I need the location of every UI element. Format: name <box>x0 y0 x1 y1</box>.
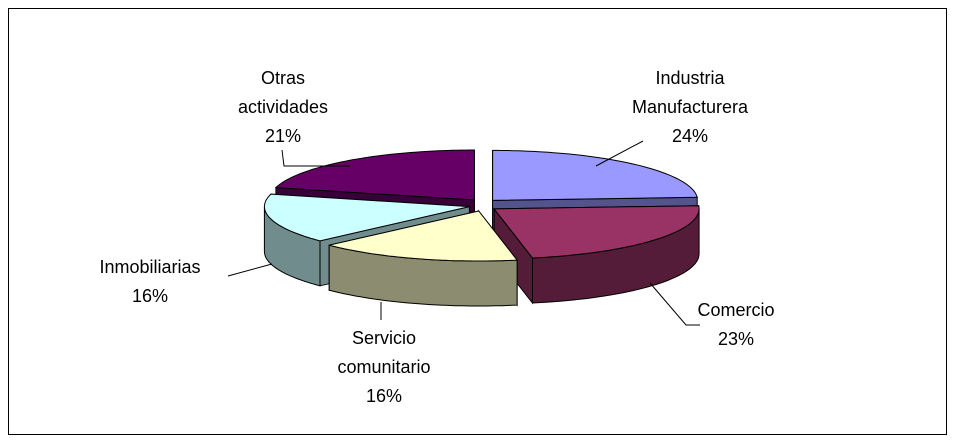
value-label: 24% <box>671 126 709 146</box>
value-label: 16% <box>365 386 403 406</box>
data-label: Inmobiliarias 16% <box>80 253 220 311</box>
leader-line <box>649 282 700 326</box>
category-label: Otras actividades <box>237 68 329 117</box>
data-label: Industria Manufacturera 24% <box>610 64 770 151</box>
slice-top <box>493 205 700 259</box>
slice <box>328 209 519 307</box>
category-label: Inmobiliarias <box>99 257 201 277</box>
slice-top <box>329 210 519 262</box>
slice <box>493 205 700 305</box>
value-label: 21% <box>264 126 302 146</box>
data-label: Comercio 23% <box>676 296 796 354</box>
leader-line <box>281 149 350 167</box>
slice-top <box>263 193 470 242</box>
slice-top <box>492 149 698 201</box>
data-label: Otras actividades 21% <box>223 64 343 151</box>
data-label: Servicio comunitario 16% <box>309 324 459 411</box>
category-label: Servicio comunitario <box>337 328 431 377</box>
category-label: Comercio <box>697 300 775 320</box>
category-label: Industria Manufacturera <box>631 68 749 117</box>
leader-line <box>227 263 273 277</box>
slice-top <box>274 149 475 201</box>
value-label: 16% <box>131 286 169 306</box>
leader-line <box>595 140 644 167</box>
value-label: 23% <box>717 329 755 349</box>
